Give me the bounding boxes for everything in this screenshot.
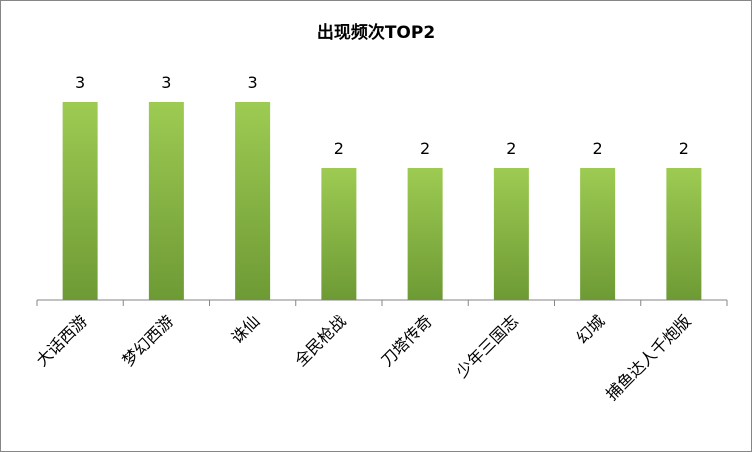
data-label: 2 (420, 139, 430, 158)
chart-title: 出现频次TOP2 (317, 22, 435, 43)
data-label: 2 (593, 139, 603, 158)
bar (235, 102, 271, 300)
bar (493, 168, 529, 300)
data-label: 3 (248, 73, 258, 92)
bar (62, 102, 98, 300)
data-label: 2 (334, 139, 344, 158)
data-label: 3 (75, 73, 85, 92)
bar (580, 168, 616, 300)
bar (148, 102, 184, 300)
data-label: 2 (679, 139, 689, 158)
bar (321, 168, 357, 300)
bar (666, 168, 702, 300)
data-label: 2 (506, 139, 516, 158)
bar (407, 168, 443, 300)
data-label: 3 (161, 73, 171, 92)
